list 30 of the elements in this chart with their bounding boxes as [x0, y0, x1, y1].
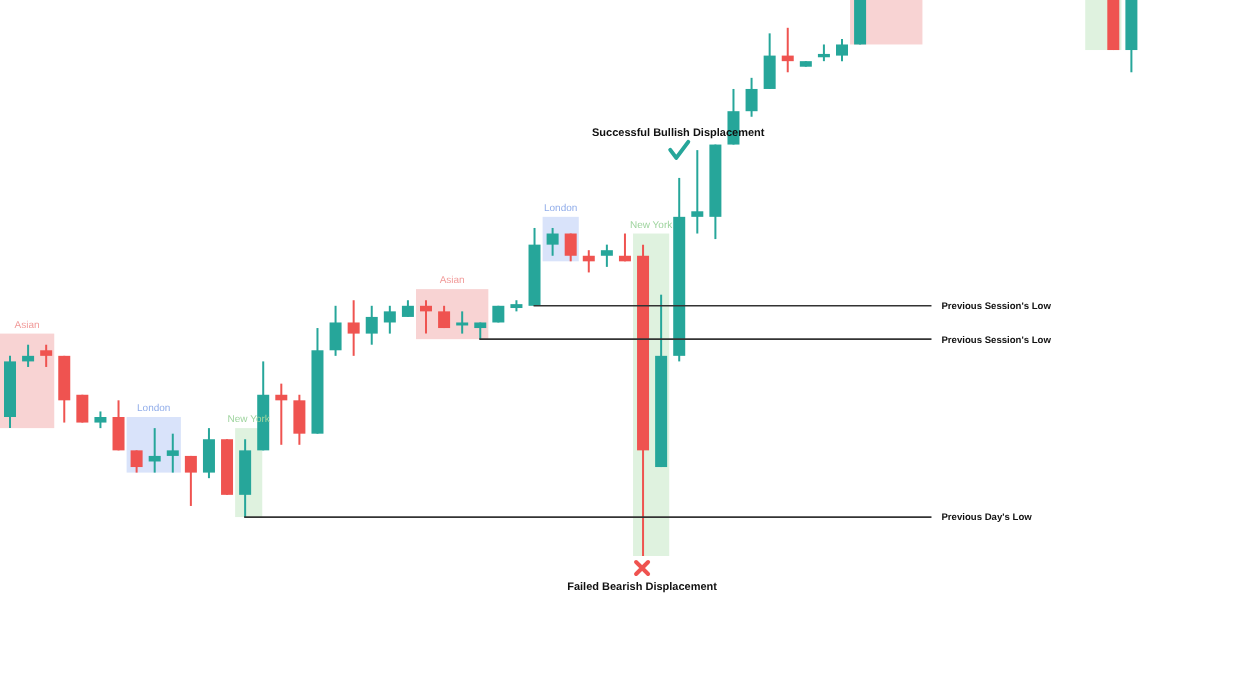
candlestick [854, 0, 867, 46]
candlestick [148, 427, 161, 474]
candlestick [781, 26, 794, 74]
candlestick [347, 299, 360, 357]
candlestick [383, 304, 396, 335]
candlestick [546, 226, 559, 257]
candlestick [202, 427, 215, 480]
candlestick [582, 249, 595, 274]
candlestick [365, 304, 378, 346]
candlestick [618, 232, 631, 263]
candlestick [76, 393, 89, 424]
candlestick [456, 310, 469, 335]
candlestick [184, 454, 197, 507]
candlestick [166, 432, 179, 474]
candlestick [130, 449, 143, 474]
candlestick [239, 438, 252, 519]
candlestick [836, 37, 848, 63]
candlestick [691, 149, 704, 235]
candlestick [112, 399, 125, 452]
candlestick [600, 243, 613, 268]
candlestick [293, 393, 306, 446]
candlestick [22, 343, 35, 368]
candlestick [58, 354, 71, 424]
candlestick [40, 343, 53, 368]
candlestick [329, 304, 342, 357]
candlestick [745, 76, 758, 118]
candlestick [763, 32, 776, 90]
candlestick [564, 232, 577, 263]
candlestick [420, 299, 432, 335]
candlestick [275, 382, 288, 446]
